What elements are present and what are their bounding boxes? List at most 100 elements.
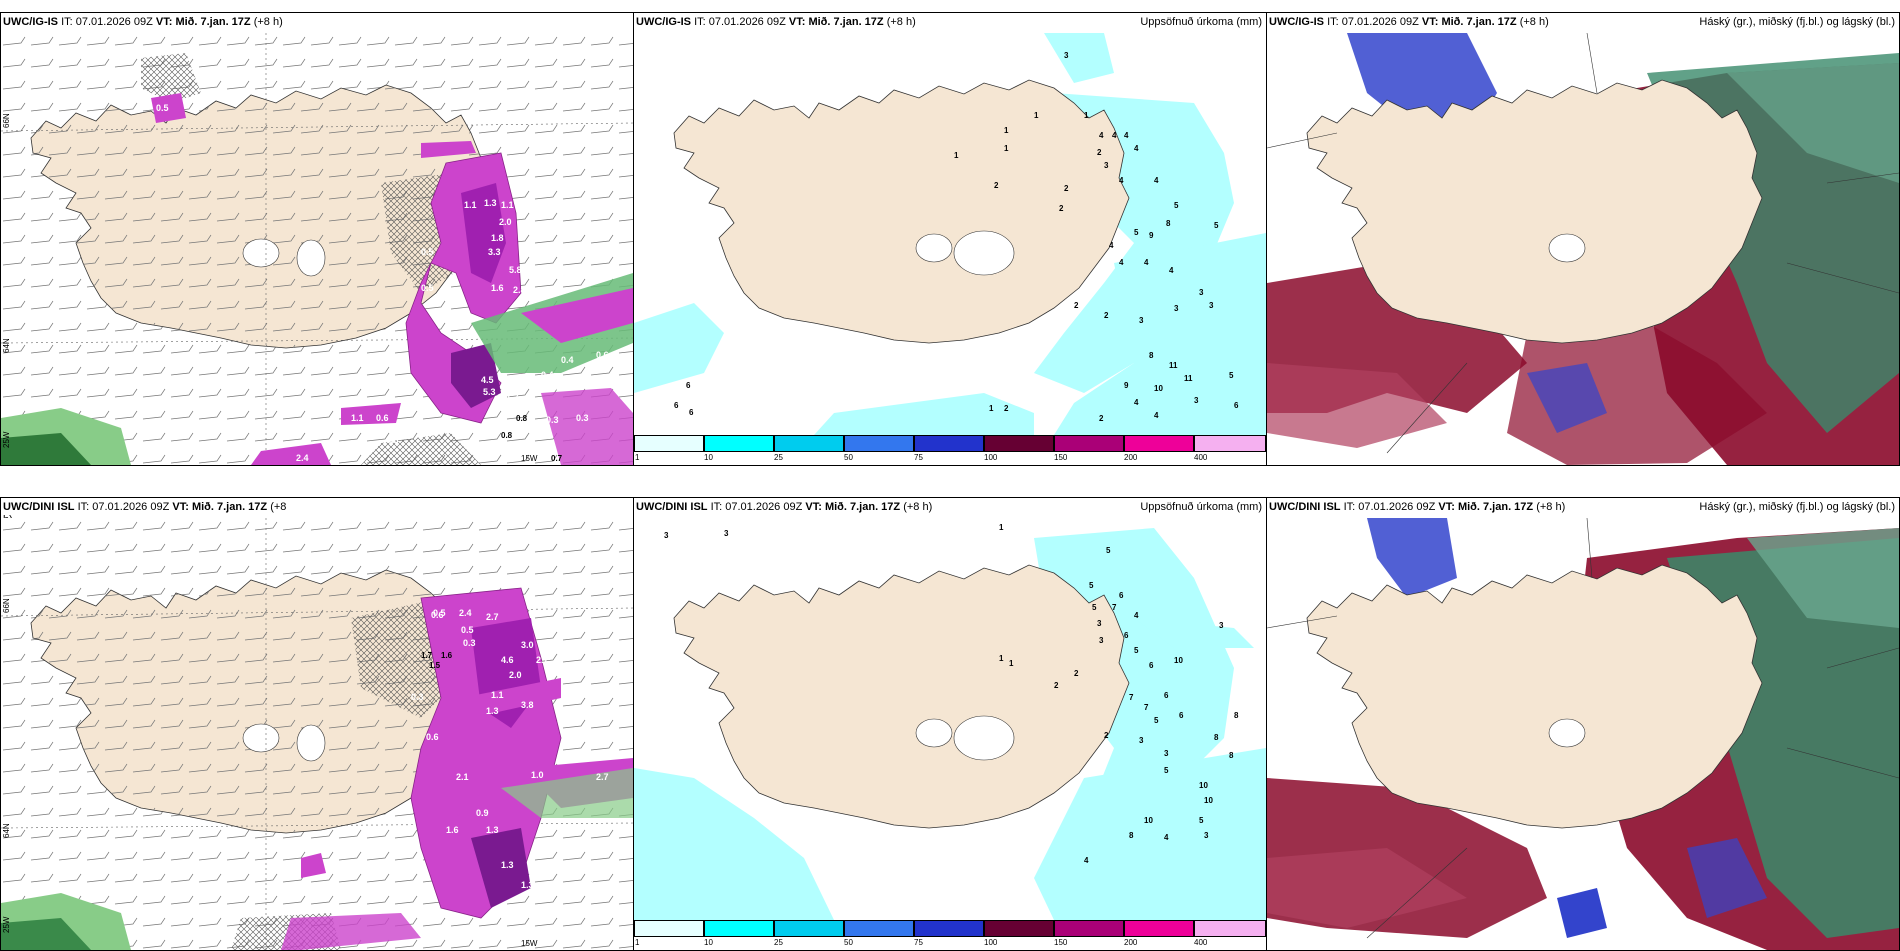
- accum-value: 3: [1064, 51, 1069, 60]
- precip-value: 1.6: [441, 651, 453, 660]
- lat-label: 64N: [2, 338, 11, 353]
- accum-value: 2: [1054, 681, 1059, 690]
- accum-value: 5: [1134, 228, 1139, 237]
- colorbar-tick: 200: [1124, 453, 1138, 462]
- iceland-landmass: [1306, 79, 1763, 344]
- precip-shading: [1, 93, 633, 465]
- accum-value: 1: [1004, 144, 1009, 153]
- precip-value: 2.7: [486, 612, 499, 622]
- init-time: 07.01.2026 09Z: [725, 501, 803, 513]
- colorbar-tick: 50: [844, 453, 853, 462]
- colorbar-swatch: [984, 920, 1054, 937]
- precip-value: 0.5: [461, 625, 474, 635]
- model-name: UWC/DINI ISL: [636, 501, 708, 513]
- precip-value: 0.6: [596, 350, 609, 360]
- accum-values: 3 3 1 5 5 6 5 7 3 4 6 3 5 6 10 3 2 2 1 1…: [664, 523, 1239, 865]
- colorbar: 1 10 25 50 75 100 150 200 400: [634, 435, 1266, 465]
- colorbar-tick: 10: [704, 453, 713, 462]
- accum-value: 2: [1074, 669, 1079, 678]
- precip-value: 1.7: [421, 651, 433, 660]
- colorbar-swatch: [704, 435, 774, 452]
- accum-value: 6: [689, 408, 694, 417]
- precip-value: 1.1: [351, 413, 364, 423]
- lon-label: 15W: [521, 454, 538, 463]
- accum-value: 3: [1174, 304, 1179, 313]
- map-panel-igis-accum-precip: UWC/IG-IS IT: 07.01.2026 09Z VT: Mið. 7.…: [633, 12, 1267, 466]
- accum-value: 9: [1149, 231, 1154, 240]
- accum-value: 1: [989, 404, 994, 413]
- valid-time: Mið. 7.jan. 17Z: [1441, 16, 1517, 28]
- accum-value: 2: [1064, 184, 1069, 193]
- lat-label: 66N: [2, 113, 11, 128]
- colorbar-tick: 150: [1054, 453, 1068, 462]
- init-time: 07.01.2026 09Z: [708, 16, 786, 28]
- colorbar-swatch: [1124, 435, 1194, 452]
- accum-value: 8: [1229, 751, 1234, 760]
- colorbar-swatch: [984, 435, 1054, 452]
- accum-value: 1: [1084, 111, 1089, 120]
- precip-value: 2.8: [513, 285, 526, 295]
- lead-time: (+8 h): [886, 16, 916, 28]
- map-panel-igis-precip-rate: UWC/IG-IS IT: 07.01.2026 09Z VT: Mið. 7.…: [0, 12, 634, 466]
- vt-label: VT:: [1438, 501, 1455, 513]
- cloud-cover-map: [1267, 518, 1899, 950]
- precip-value: 0.8: [516, 414, 528, 423]
- lead-time: (+8 h): [1519, 16, 1549, 28]
- accum-value: 4: [1154, 411, 1159, 420]
- accum-value: 5: [1199, 816, 1204, 825]
- accum-value: 4: [1134, 144, 1139, 153]
- accum-value: 7: [1129, 693, 1134, 702]
- precip-rate-map: 0.5 1.1 1.3 1.1 2.0 1.8 3.3 5.8 1.6 2.8 …: [1, 33, 633, 465]
- init-time: 07.01.2026 09Z: [75, 16, 153, 28]
- accum-value: 6: [1164, 691, 1169, 700]
- precip-value: 0.6: [431, 610, 444, 620]
- lon-label: 25W: [2, 431, 11, 448]
- accum-value: 2: [1004, 404, 1009, 413]
- accum-value: 8: [1149, 351, 1154, 360]
- precip-value: 1.1: [501, 200, 514, 210]
- accum-value: 1: [954, 151, 959, 160]
- lead-time: (+8 h): [253, 16, 283, 28]
- accum-value: 4: [1154, 176, 1159, 185]
- accum-precip-map: 3 3 1 5 5 6 5 7 3 4 6 3 5 6 10 3 2 2 1 1…: [634, 518, 1266, 920]
- panel-title: Uppsöfnuð úrkoma (mm): [1140, 501, 1262, 513]
- precip-value: 2.0: [509, 670, 522, 680]
- lead-time: (+8 h): [903, 501, 933, 513]
- colorbar-swatch: [704, 920, 774, 937]
- precip-values: 0.5 2.4 2.7 0.5 0.3 1.7 1.6 1.5 4.6 3.0 …: [411, 608, 609, 890]
- panel-title: Háský (gr.), miðský (fj.bl.) og lágský (…: [1699, 16, 1895, 28]
- accum-value: 4: [1164, 833, 1169, 842]
- valid-time: Mið. 7.jan. 17Z: [1457, 501, 1534, 513]
- precip-value: 0.3: [386, 435, 399, 445]
- colorbar-swatch: [774, 435, 844, 452]
- accum-value: 3: [1194, 396, 1199, 405]
- colorbar-swatch: [914, 435, 984, 452]
- map-panel-dini-cloud-cover: UWC/DINI ISL IT: 07.01.2026 09Z VT: Mið.…: [1266, 497, 1900, 951]
- accum-value: 8: [1129, 831, 1134, 840]
- colorbar-tick: 25: [774, 938, 783, 947]
- accum-value: 1: [999, 654, 1004, 663]
- colorbar-swatch: [1054, 920, 1124, 937]
- precip-value: 0.7: [551, 454, 563, 463]
- vt-label: VT:: [172, 501, 189, 513]
- precip-value: 0.4: [541, 370, 554, 380]
- panel-title: Háský (gr.), miðský (fj.bl.) og lágský (…: [1699, 501, 1895, 513]
- init-time: 07.01.2026 09Z: [1358, 501, 1436, 513]
- accum-value: 6: [1149, 661, 1154, 670]
- accum-value: 3: [1139, 316, 1144, 325]
- precip-value: 1.4: [451, 315, 464, 325]
- accum-value: 4: [1169, 266, 1174, 275]
- cloud-cover-map: [1267, 33, 1899, 465]
- accum-value: 3: [1099, 636, 1104, 645]
- precip-value: 1.1: [464, 200, 477, 210]
- colorbar-tick: 1: [635, 453, 640, 462]
- panel-header: UWC/IG-IS IT: 07.01.2026 09Z VT: Mið. 7.…: [636, 16, 916, 29]
- accum-value: 3: [1104, 161, 1109, 170]
- precip-shading: [1, 587, 633, 950]
- accum-value: 4: [1119, 258, 1124, 267]
- accum-value: 10: [1174, 656, 1183, 665]
- accum-value: 3: [1204, 831, 1209, 840]
- colorbar-tick: 75: [914, 938, 923, 947]
- precip-value: 1.3: [551, 382, 564, 392]
- precip-value: 1.3: [521, 880, 534, 890]
